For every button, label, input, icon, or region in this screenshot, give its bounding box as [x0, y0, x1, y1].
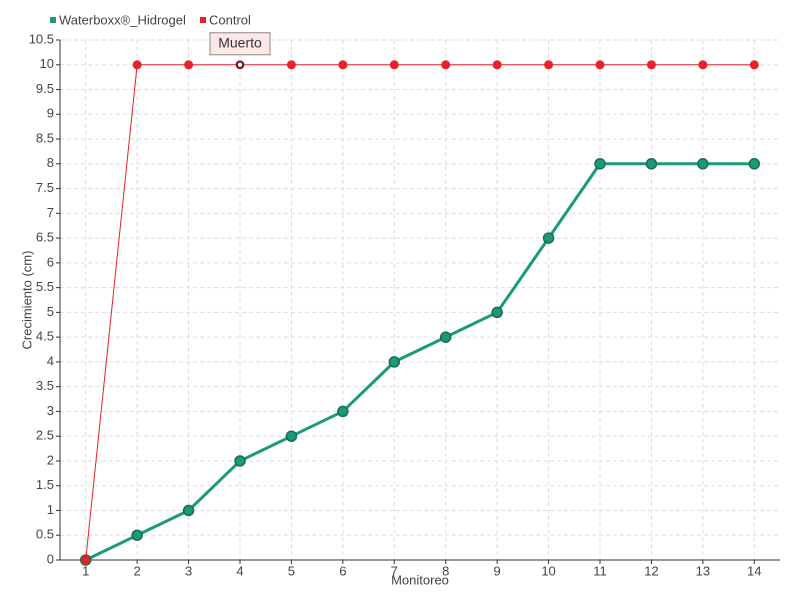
data-point [646, 60, 656, 70]
x-tick-label: 6 [339, 563, 346, 578]
y-tick-label: 6 [47, 254, 54, 269]
data-point [388, 356, 401, 368]
data-point [491, 306, 503, 319]
data-point [542, 232, 555, 244]
data-point [131, 529, 143, 541]
y-tick-label: 6.5 [36, 230, 54, 245]
annotation-label: Muerto [218, 34, 262, 50]
y-tick-label: 8.5 [36, 130, 54, 145]
data-point [697, 158, 709, 170]
data-point [492, 60, 502, 70]
data-point [182, 504, 195, 517]
data-point [285, 430, 298, 442]
series-line [85, 162, 755, 562]
y-tick-label: 7 [47, 205, 54, 220]
data-point [132, 60, 142, 70]
y-tick-label: 0 [47, 551, 54, 566]
data-point [544, 60, 554, 70]
y-tick-label: 2.5 [36, 428, 54, 443]
data-point [338, 60, 348, 70]
data-point [748, 158, 761, 170]
data-point [234, 455, 246, 467]
legend-swatch [50, 17, 56, 23]
x-tick-label: 14 [747, 563, 761, 578]
y-tick-label: 5 [47, 304, 54, 319]
x-tick-label: 8 [442, 563, 449, 578]
data-point [389, 60, 399, 70]
y-tick-label: 5.5 [36, 279, 54, 294]
data-point [645, 158, 658, 170]
data-point [184, 60, 194, 70]
x-tick-label: 4 [236, 563, 243, 578]
data-point [439, 331, 452, 343]
y-tick-label: 9 [47, 106, 54, 121]
x-tick-label: 2 [134, 563, 141, 578]
x-tick-label: 11 [593, 563, 607, 578]
data-point [595, 60, 605, 70]
data-point [594, 158, 606, 170]
y-tick-label: 9.5 [36, 81, 54, 96]
x-tick-label: 5 [288, 563, 295, 578]
data-point [749, 60, 759, 70]
y-tick-label: 8 [47, 155, 54, 170]
y-tick-label: 10.5 [29, 31, 54, 46]
y-tick-label: 4.5 [36, 329, 54, 344]
data-point [286, 60, 296, 70]
legend-label: Waterboxx®_Hidrogel [59, 12, 186, 27]
x-tick-label: 12 [644, 563, 658, 578]
x-tick-label: 13 [696, 563, 710, 578]
y-tick-label: 1.5 [36, 477, 54, 492]
series-line [85, 64, 755, 561]
data-point [337, 405, 349, 418]
x-tick-label: 1 [82, 563, 89, 578]
data-point [81, 555, 91, 565]
x-tick-label: 7 [391, 563, 398, 578]
annotation-point [236, 61, 244, 69]
y-tick-label: 7.5 [36, 180, 54, 195]
data-point [698, 60, 708, 70]
legend-swatch [200, 17, 206, 23]
y-tick-label: 4 [47, 353, 54, 368]
y-tick-label: 3.5 [36, 378, 54, 393]
y-tick-label: 10 [40, 56, 54, 71]
y-axis-title: Crecimiento (cm) [19, 251, 34, 350]
y-tick-label: 2 [47, 452, 54, 467]
y-tick-label: 0.5 [36, 527, 54, 542]
legend-label: Control [209, 12, 251, 27]
annotation-box [209, 32, 271, 56]
y-tick-label: 1 [47, 502, 54, 517]
y-tick-label: 3 [47, 403, 54, 418]
x-tick-label: 3 [185, 563, 192, 578]
x-tick-label: 9 [494, 563, 501, 578]
x-axis-title: Monitoreo [391, 572, 449, 587]
data-point [441, 60, 451, 70]
x-tick-label: 10 [541, 563, 555, 578]
